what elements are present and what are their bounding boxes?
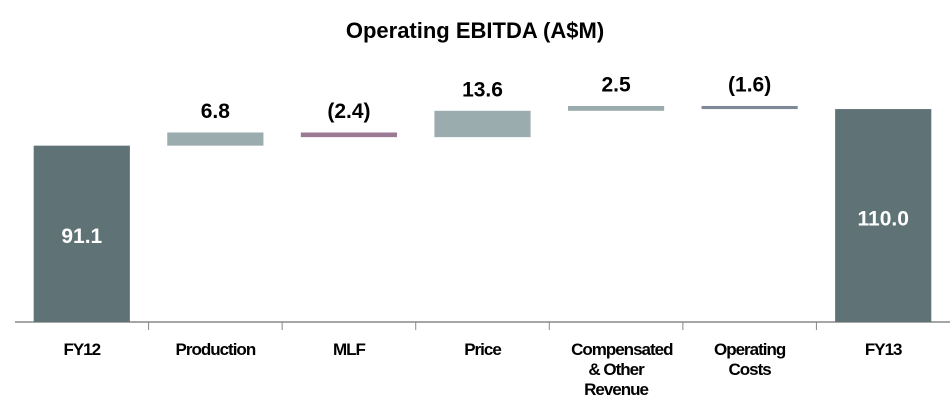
chart-title: Operating EBITDA (A$M) <box>346 18 604 43</box>
value-label: 91.1 <box>61 225 102 248</box>
value-label: (2.4) <box>327 100 370 123</box>
x-tick-label: MLF <box>332 340 366 359</box>
x-tick-label: Price <box>464 340 502 359</box>
bar <box>33 145 130 322</box>
x-tick-label: Operating Costs <box>713 340 786 379</box>
x-tick-label: Production <box>175 340 256 359</box>
bar <box>167 132 264 146</box>
bar <box>567 105 665 111</box>
bar <box>835 109 932 322</box>
bar <box>300 132 398 138</box>
x-tick-label: Compensated & Other Revenue <box>571 340 673 399</box>
value-label: (1.6) <box>728 74 771 97</box>
value-label: 2.5 <box>601 74 631 97</box>
bar <box>434 110 531 138</box>
value-label: 13.6 <box>462 78 503 101</box>
value-label: 110.0 <box>858 207 909 230</box>
value-label: 6.8 <box>201 100 231 123</box>
x-tick-label: FY12 <box>63 340 101 359</box>
x-tick-label: FY13 <box>864 340 903 359</box>
bar <box>701 105 798 110</box>
